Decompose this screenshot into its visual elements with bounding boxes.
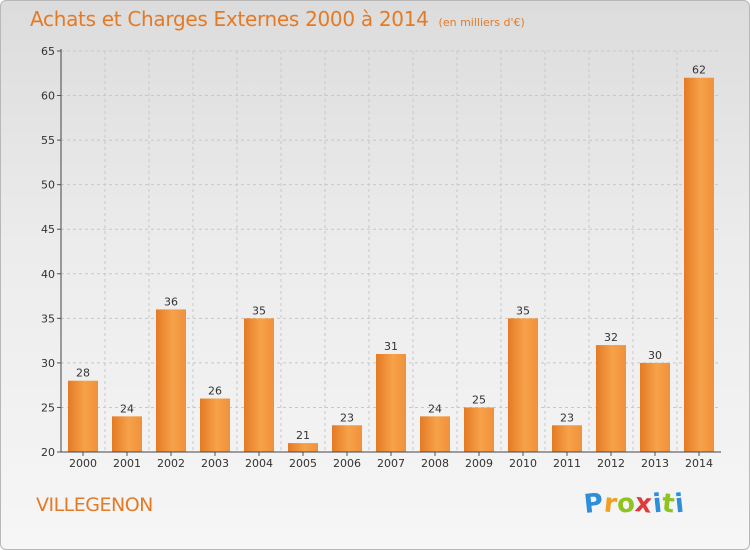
bar-2014 <box>684 77 714 452</box>
bar-2011 <box>552 425 582 452</box>
y-tick-label: 45 <box>41 223 55 236</box>
x-tick-label: 2007 <box>377 457 405 470</box>
x-tick-label: 2002 <box>157 457 185 470</box>
bar-value-label: 30 <box>648 349 662 362</box>
bar-value-label: 23 <box>340 411 354 424</box>
y-tick-label: 55 <box>41 134 55 147</box>
y-tick-label: 25 <box>41 401 55 414</box>
x-tick-label: 2008 <box>421 457 449 470</box>
commune-name: VILLEGENON <box>36 494 153 516</box>
x-tick-label: 2014 <box>685 457 713 470</box>
bar-2005 <box>288 443 318 452</box>
x-tick-label: 2010 <box>509 457 537 470</box>
x-tick-label: 2013 <box>641 457 669 470</box>
y-tick-label: 20 <box>41 446 55 459</box>
y-tick-label: 30 <box>41 357 55 370</box>
bar-value-label: 36 <box>164 295 178 308</box>
chart-subtitle: (en milliers d'€) <box>438 16 525 29</box>
bar-value-label: 28 <box>76 367 90 380</box>
x-tick-label: 2011 <box>553 457 581 470</box>
x-tick-label: 2003 <box>201 457 229 470</box>
bar-value-label: 62 <box>692 64 706 77</box>
bar-value-label: 35 <box>516 304 530 317</box>
bar-2006 <box>332 425 362 452</box>
bar-2001 <box>112 416 142 452</box>
bar-2002 <box>156 309 186 452</box>
proxiti-logo[interactable]: Proxiti <box>582 488 686 520</box>
logo-letter: i <box>673 488 686 520</box>
bars: 28 24 36 26 35 21 23 31 24 25 35 23 32 30 62 <box>68 64 714 452</box>
bar-2009 <box>464 407 494 452</box>
bar-value-label: 24 <box>120 402 134 415</box>
bar-2010 <box>508 318 538 452</box>
bar-2013 <box>640 362 670 452</box>
x-tick-label: 2012 <box>597 457 625 470</box>
axes: 20 25 30 35 40 45 50 55 60 65 2000 2001 2002 2003 2004… <box>41 45 721 470</box>
bar-2007 <box>376 353 406 452</box>
y-tick-label: 50 <box>41 179 55 192</box>
bar-value-label: 21 <box>296 429 310 442</box>
x-tick-label: 2009 <box>465 457 493 470</box>
bar-2008 <box>420 416 450 452</box>
y-tick-label: 40 <box>41 268 55 281</box>
chart-title: Achats et Charges Externes 2000 à 2014 (e… <box>30 7 525 31</box>
bar-2004 <box>244 318 274 452</box>
bar-value-label: 32 <box>604 331 618 344</box>
bar-value-label: 24 <box>428 402 442 415</box>
bar-value-label: 26 <box>208 385 222 398</box>
bar-2000 <box>68 380 98 452</box>
bar-value-label: 35 <box>252 304 266 317</box>
x-tick-label: 2004 <box>245 457 273 470</box>
x-tick-label: 2005 <box>289 457 317 470</box>
chart-title-text: Achats et Charges Externes 2000 à 2014 <box>30 7 429 31</box>
y-tick-label: 60 <box>41 90 55 103</box>
bar-value-label: 25 <box>472 393 486 406</box>
bar-2012 <box>596 345 626 452</box>
x-tick-label: 2000 <box>69 457 97 470</box>
bar-value-label: 31 <box>384 340 398 353</box>
x-tick-label: 2001 <box>113 457 141 470</box>
y-tick-label: 65 <box>41 45 55 58</box>
bar-2003 <box>200 398 230 452</box>
bar-value-label: 23 <box>560 411 574 424</box>
y-tick-label: 35 <box>41 312 55 325</box>
x-tick-label: 2006 <box>333 457 361 470</box>
